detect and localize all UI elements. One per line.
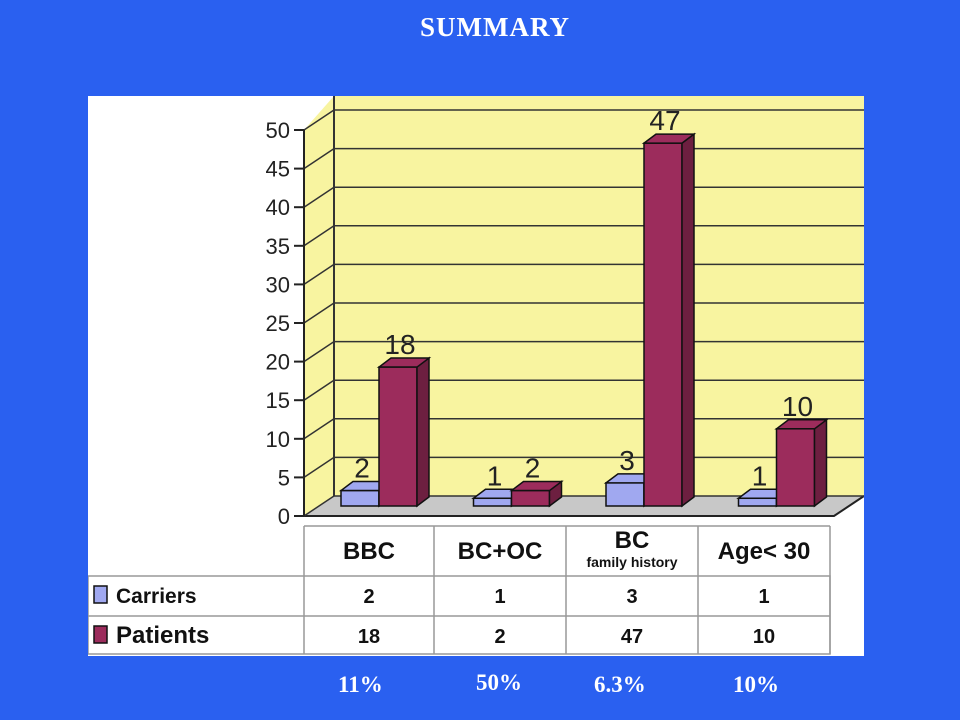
gridline-side (303, 302, 335, 324)
y-tick-label: 10 (266, 427, 290, 452)
legend-swatch (93, 585, 108, 604)
y-tick-label: 35 (266, 234, 290, 259)
x-category-label: BC (615, 527, 650, 554)
gridline-side (303, 456, 335, 479)
percentage-bc-family-history: 6.3% (594, 672, 646, 697)
bar-data-label: 1 (752, 460, 768, 491)
table-cell-value: 1 (758, 586, 769, 608)
y-tick-label: 50 (266, 118, 290, 143)
x-category-label: BBC (343, 538, 395, 565)
percentage-bc-oc: 50% (476, 670, 522, 695)
bar-side (681, 132, 695, 508)
x-category-label: Age< 30 (718, 538, 811, 565)
bar-patients-2 (641, 132, 697, 508)
bar-data-label: 1 (487, 460, 503, 491)
chart-panel: 0 5 10 15 20 25 30 35 40 45 50 2 18 1 2 3 47 1 10 BBC 2 18 BC+… (87, 96, 865, 656)
bar-front (510, 489, 551, 507)
y-tick-label: 15 (266, 388, 290, 413)
bar-data-label: 18 (384, 329, 415, 360)
gridline-side (303, 495, 335, 517)
table-cell-value: 47 (621, 626, 643, 648)
bar-data-label: 47 (649, 105, 680, 136)
gridline-side (303, 379, 335, 401)
gridline-side (303, 263, 335, 286)
gridline-side (303, 147, 335, 170)
bar-front (605, 482, 645, 507)
floor-edge (304, 495, 865, 517)
gridline-side (303, 109, 335, 131)
x-category-label: BC+OC (458, 538, 543, 565)
y-tick-label: 45 (266, 157, 290, 182)
legend-label: Carriers (116, 585, 197, 608)
bar-data-label: 2 (354, 453, 370, 484)
slide-title: SUMMARY (419, 12, 571, 42)
percentage-age-under-30: 10% (733, 672, 779, 697)
table-cell-value: 3 (626, 586, 637, 608)
plot-floor (304, 496, 864, 516)
y-tick-label: 40 (266, 195, 290, 220)
bar-side (813, 418, 828, 508)
table-cell-value: 2 (494, 626, 505, 648)
table-cell-value: 18 (358, 626, 380, 648)
bar-front (340, 489, 380, 507)
bar-data-label: 10 (782, 391, 813, 422)
y-tick-label: 30 (266, 272, 290, 297)
bar-data-label: 2 (525, 453, 541, 484)
bar-front (737, 497, 778, 507)
gridline-side (303, 418, 335, 440)
gridline-side (303, 225, 335, 247)
gridline-side (303, 186, 335, 208)
bar-front (775, 428, 816, 507)
plot-side-wall (304, 96, 334, 516)
bar-top (774, 419, 829, 430)
bar-patients-3 (774, 418, 829, 508)
gridline-side (303, 340, 335, 363)
bar-front (472, 497, 513, 507)
bar-front (378, 366, 418, 507)
legend-swatch (93, 625, 108, 644)
y-tick-label: 25 (266, 311, 290, 336)
bar-data-label: 3 (619, 445, 635, 476)
y-tick-label: 20 (266, 350, 290, 375)
table-cell-value: 2 (363, 586, 374, 608)
y-tick-label: 5 (278, 465, 290, 490)
table-cell-value: 1 (494, 586, 505, 608)
bar-top (376, 357, 432, 368)
y-tick-label: 0 (278, 504, 290, 529)
table-cell-value: 10 (753, 626, 775, 648)
bar-side (416, 356, 430, 508)
bar-top (509, 480, 564, 492)
bar-front (643, 142, 683, 507)
percentage-bbc: 11% (338, 672, 383, 697)
x-category-sublabel: family history (586, 554, 677, 570)
bar-top (641, 133, 697, 144)
bar-patients-1 (509, 480, 564, 508)
legend-label: Patients (116, 622, 209, 649)
bar-patients-0 (376, 356, 432, 508)
